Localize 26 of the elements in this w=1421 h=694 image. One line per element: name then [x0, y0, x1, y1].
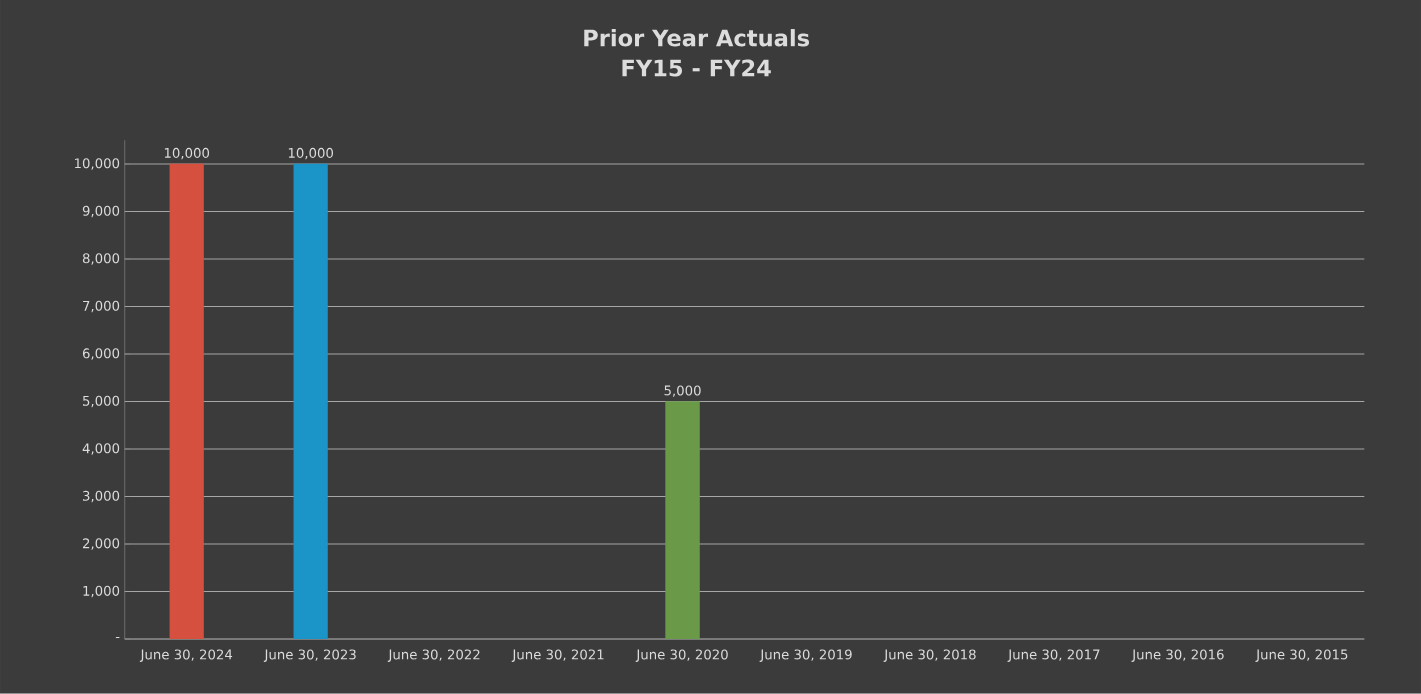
x-tick-label: June 30, 2019 [759, 649, 852, 663]
data-label: 10,000 [288, 147, 334, 160]
chart-title: Prior Year Actuals [584, 29, 810, 47]
x-tick-label: June 30, 2018 [883, 649, 976, 663]
chart-subtitle: FY15 - FY24 [622, 59, 771, 77]
y-tick-label: 8,000 [82, 253, 120, 265]
y-tick-label: 10,000 [75, 158, 120, 170]
y-tick-label: - [115, 637, 120, 639]
y-tick-label: 1,000 [83, 585, 120, 598]
data-label: 10,000 [164, 147, 210, 160]
y-tick-label: 3,000 [83, 490, 120, 503]
x-tick-label: June 30, 2024 [139, 649, 233, 663]
x-tick-label: June 30, 2015 [1255, 649, 1348, 663]
x-tick-label: June 30, 2022 [387, 649, 480, 663]
y-tick-label: 2,000 [82, 538, 120, 550]
y-tick-label: 5,000 [83, 395, 120, 408]
x-tick-label: June 30, 2023 [263, 649, 356, 663]
y-tick-label: 7,000 [83, 300, 120, 313]
x-tick-label: June 30, 2020 [635, 649, 728, 663]
y-tick-label: 6,000 [82, 348, 120, 360]
x-tick-label: June 30, 2016 [1131, 649, 1224, 663]
x-tick-label: June 30, 2017 [1007, 649, 1100, 663]
y-tick-label: 4,000 [82, 443, 120, 455]
data-label: 5,000 [664, 385, 701, 397]
y-tick-label: 9,000 [82, 205, 120, 218]
x-tick-label: June 30, 2021 [511, 649, 604, 663]
